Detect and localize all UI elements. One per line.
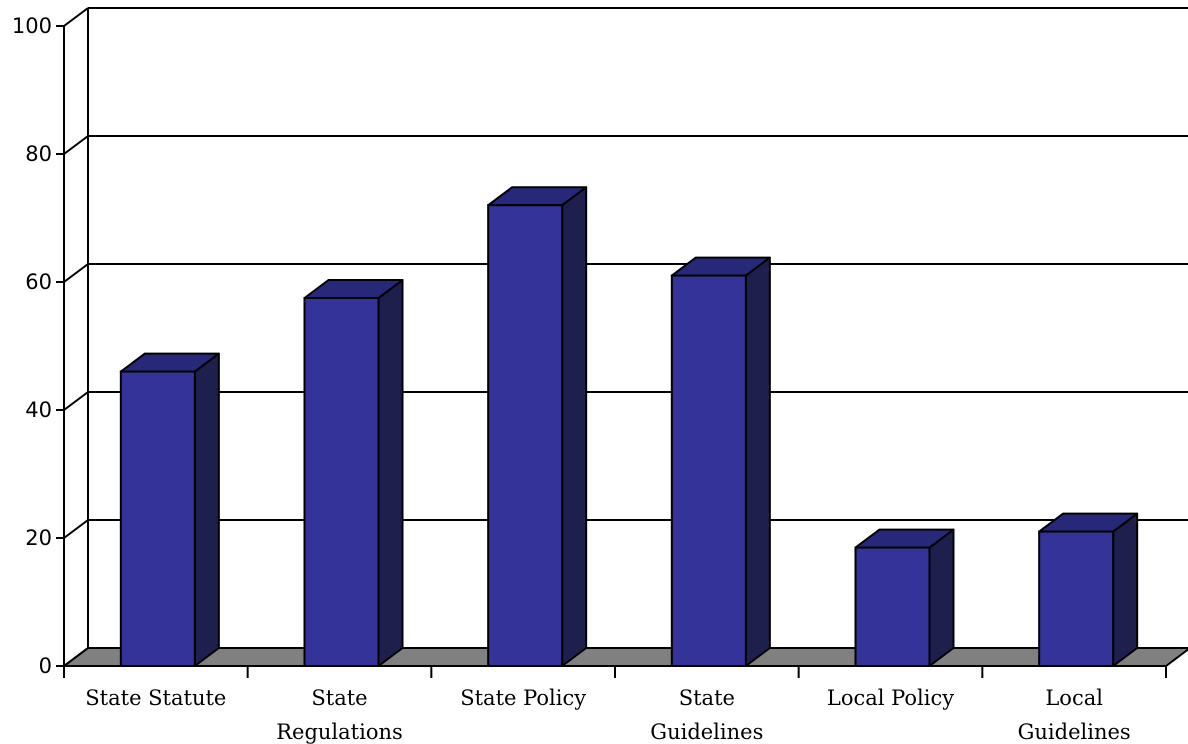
x-category-label: Guidelines	[1018, 720, 1131, 744]
bar	[119, 352, 220, 667]
bar	[854, 528, 955, 667]
y-tick-label: 0	[39, 654, 52, 678]
bar-front	[119, 370, 196, 667]
bar	[487, 186, 588, 667]
gridline-connector	[63, 7, 89, 27]
bar-front	[1038, 530, 1115, 667]
y-tick-label: 20	[25, 526, 52, 550]
gridlines	[63, 7, 1188, 667]
chart-floor	[61, 647, 1188, 667]
x-category-label: Regulations	[276, 720, 403, 744]
bar-side	[1112, 512, 1139, 667]
bar-front	[487, 204, 564, 667]
floor-plane	[61, 647, 1188, 667]
bar	[670, 256, 771, 667]
bars	[119, 186, 1139, 667]
x-category-label: State Statute	[85, 686, 226, 710]
gridline-connector	[63, 391, 89, 411]
gridline-connector	[63, 647, 89, 667]
x-axis: State Statute State Regulations State Polic…	[63, 665, 1167, 744]
bar-front	[854, 546, 931, 667]
bar-side	[744, 256, 771, 667]
bar-side	[193, 352, 220, 667]
y-tick-label: 80	[25, 142, 52, 166]
x-category-label: Guidelines	[650, 720, 763, 744]
gridline-connector	[63, 135, 89, 155]
y-tick-label: 100	[12, 14, 52, 38]
bar-side	[561, 186, 588, 667]
bar	[1038, 512, 1139, 667]
bar	[303, 279, 404, 667]
x-category-label: Local Policy	[827, 686, 954, 710]
x-category-label: State	[311, 686, 367, 710]
bar-front	[670, 274, 747, 667]
y-tick-label: 40	[25, 398, 52, 422]
bar-side	[377, 279, 404, 667]
gridline-connector	[63, 263, 89, 283]
x-category-label: State	[679, 686, 735, 710]
x-category-label: State Policy	[460, 686, 586, 710]
bar-side	[928, 528, 955, 667]
gridline-connector	[63, 519, 89, 539]
y-tick-label: 60	[25, 270, 52, 294]
x-category-label: Local	[1045, 686, 1103, 710]
y-axis: 0 20 40 60 80 100	[12, 14, 65, 678]
bar-front	[303, 297, 380, 667]
